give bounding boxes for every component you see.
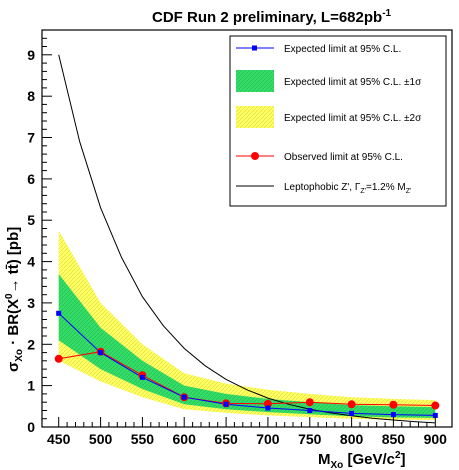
x-axis-label: MXo [GeV/c2] — [318, 450, 406, 470]
x-tick-label: 600 — [173, 431, 197, 447]
x-tick-label: 650 — [214, 431, 238, 447]
y-tick-label: 1 — [27, 378, 35, 394]
legend-item-band1: Expected limit at 95% C.L. ±1σ — [236, 70, 422, 92]
band-2sigma — [58, 230, 436, 420]
expected-point — [307, 408, 313, 413]
expected-point — [98, 350, 104, 356]
x-tick-label: 900 — [424, 431, 448, 447]
observed-point — [431, 401, 440, 410]
expected-point — [432, 412, 438, 418]
y-tick-label: 3 — [27, 295, 35, 311]
legend-item-expected: Expected limit at 95% C.L. — [236, 44, 401, 55]
x-tick-label: 850 — [382, 431, 406, 447]
expected-point — [56, 310, 62, 316]
expected-point — [223, 401, 229, 407]
y-tick-label: 7 — [27, 130, 35, 146]
y-tick-label: 9 — [27, 47, 35, 63]
uncertainty-bands — [58, 230, 436, 420]
y-tick-label: 4 — [27, 254, 35, 270]
data-markers — [54, 310, 440, 418]
expected-point — [265, 405, 271, 411]
y-axis-label: σXo · BR(X0→ tt̄) [pb] — [4, 227, 25, 372]
x-tick-label: 550 — [131, 431, 155, 447]
svg-text:Observed limit at 95% C.L.: Observed limit at 95% C.L. — [284, 152, 403, 163]
limit-lines — [58, 54, 436, 424]
svg-text:Leptophobic Z', ΓZ'=1.2% MZ': Leptophobic Z', ΓZ'=1.2% MZ' — [284, 182, 411, 195]
expected-line — [58, 312, 436, 416]
observed-line — [58, 351, 436, 406]
y-tick-label: 6 — [27, 171, 35, 187]
x-tick-label: 450 — [47, 431, 71, 447]
chart-title: CDF Run 2 preliminary, L=682pb-1 — [152, 8, 392, 26]
expected-point — [349, 410, 355, 416]
y-tick-label: 8 — [27, 88, 35, 104]
svg-text:Expected limit at 95% C.L. ±1σ: Expected limit at 95% C.L. ±1σ — [284, 77, 422, 88]
legend: Expected limit at 95% C.L. Expected limi… — [229, 35, 447, 207]
x-tick-label: 500 — [89, 431, 113, 447]
svg-text:Expected limit at 95% C.L.: Expected limit at 95% C.L. — [284, 44, 401, 55]
observed-point — [347, 400, 356, 409]
legend-item-band2: Expected limit at 95% C.L. ±2σ — [236, 106, 422, 128]
expected-point — [390, 412, 396, 418]
axes: 450 500 550 600 650 700 750 800 850 900 0 1 2 3 4 5 6 7 8 9 — [27, 37, 448, 447]
x-tick-label: 750 — [298, 431, 322, 447]
observed-point — [389, 400, 398, 409]
legend-item-zprime: Leptophobic Z', ΓZ'=1.2% MZ' — [236, 182, 411, 195]
y-tick-label: 0 — [27, 419, 35, 435]
observed-point — [54, 354, 63, 363]
svg-text:Expected limit at 95% C.L. ±2σ: Expected limit at 95% C.L. ±2σ — [284, 113, 422, 124]
expected-point — [181, 394, 187, 400]
x-tick-label: 800 — [340, 431, 364, 447]
y-tick-label: 5 — [27, 212, 35, 228]
legend-item-observed: Observed limit at 95% C.L. — [236, 152, 403, 163]
zprime-curve — [58, 54, 436, 424]
y-tick-label: 2 — [27, 336, 35, 352]
expected-point — [139, 374, 145, 380]
x-tick-label: 700 — [256, 431, 280, 447]
observed-point — [305, 398, 314, 407]
